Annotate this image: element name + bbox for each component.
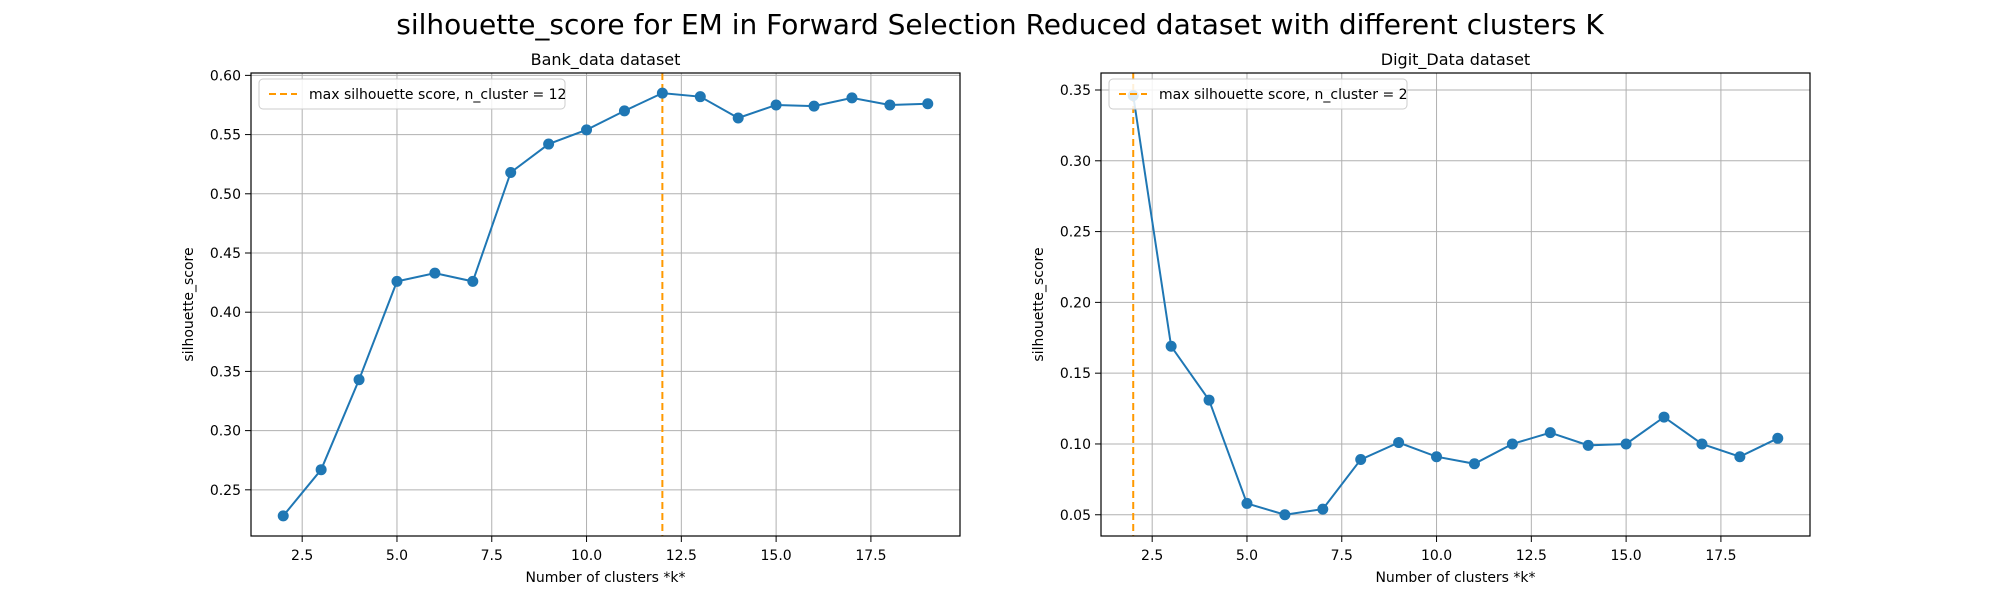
legend-label: max silhouette score, n_cluster = 2	[1159, 87, 1408, 103]
y-tick-label: 0.50	[210, 187, 241, 203]
data-point	[694, 91, 706, 103]
y-tick-label: 0.45	[210, 246, 241, 262]
data-point	[1203, 394, 1215, 406]
data-point	[1696, 438, 1708, 450]
data-point	[391, 275, 403, 287]
data-point	[808, 100, 820, 112]
y-tick-label: 0.40	[210, 305, 241, 321]
data-point	[1658, 411, 1670, 423]
x-axis-label: Number of clusters *k*	[1375, 570, 1535, 586]
data-point	[1241, 497, 1253, 509]
data-point	[846, 92, 858, 104]
y-tick-label: 0.25	[1060, 225, 1091, 241]
data-point	[277, 510, 289, 522]
x-tick-label: 12.5	[666, 548, 697, 564]
series-line	[282, 92, 928, 517]
data-point	[618, 105, 630, 117]
data-point	[1734, 451, 1746, 463]
data-point	[1544, 427, 1556, 439]
data-point	[1355, 454, 1367, 466]
y-tick-label: 0.30	[1060, 154, 1091, 170]
series-line	[1132, 95, 1779, 516]
x-tick-label: 17.5	[855, 548, 886, 564]
x-tick-label: 10.0	[1421, 548, 1452, 564]
y-tick-label: 0.30	[210, 424, 241, 440]
legend-box	[258, 78, 566, 110]
x-tick-label: 2.5	[1141, 548, 1163, 564]
data-point	[1772, 432, 1784, 444]
x-tick-label: 5.0	[386, 548, 408, 564]
x-axis-label: Number of clusters *k*	[525, 570, 685, 586]
data-point	[1317, 503, 1329, 515]
data-point	[1620, 438, 1632, 450]
y-tick-label: 0.25	[210, 483, 241, 499]
data-point	[1582, 439, 1594, 451]
y-tick-label: 0.15	[1060, 366, 1091, 382]
data-point	[467, 275, 479, 287]
data-point	[1431, 451, 1443, 463]
legend-box	[1108, 78, 1408, 110]
y-tick-label: 0.55	[210, 128, 241, 144]
x-tick-label: 7.5	[1331, 548, 1353, 564]
y-tick-label: 0.35	[210, 364, 241, 380]
data-point	[656, 87, 668, 99]
axes-title: Bank_data dataset	[531, 50, 681, 70]
data-point	[353, 374, 365, 386]
data-point	[1506, 438, 1518, 450]
y-tick-label: 0.60	[210, 68, 241, 84]
digit-data-panel: 2.5 5.0 7.5 10.0 12.5 15.0 17.5 0.05 0.10 0.15 0.2…	[1031, 50, 1811, 586]
data-point	[315, 464, 327, 476]
y-axis-label: silhouette_score	[181, 247, 197, 361]
y-tick-label: 0.05	[1060, 508, 1091, 524]
data-point	[1468, 458, 1480, 470]
data-point	[1393, 437, 1405, 449]
x-tick-label: 17.5	[1705, 548, 1736, 564]
x-tick-label: 7.5	[481, 548, 503, 564]
bank-data-panel: 2.5 5.0 7.5 10.0 12.5 15.0 17.5 0.25 0.30 0.35 0.4…	[181, 50, 961, 586]
x-tick-label: 15.0	[1611, 548, 1642, 564]
legend-label: max silhouette score, n_cluster = 12	[309, 87, 566, 103]
plot-area	[251, 73, 960, 536]
x-tick-label: 2.5	[291, 548, 313, 564]
plot-area	[1101, 73, 1810, 536]
x-tick-label: 5.0	[1236, 548, 1258, 564]
data-point	[505, 166, 517, 178]
axes-title: Digit_Data dataset	[1381, 50, 1530, 70]
x-tick-label: 10.0	[571, 548, 602, 564]
legend: max silhouette score, n_cluster = 2	[1108, 78, 1408, 110]
y-tick-label: 0.10	[1060, 437, 1091, 453]
figure-suptitle: silhouette_score for EM in Forward Selec…	[396, 8, 1604, 41]
data-point	[770, 99, 782, 111]
y-tick-label: 0.35	[1060, 83, 1091, 99]
data-point	[884, 99, 896, 111]
data-point	[581, 124, 593, 136]
x-tick-label: 12.5	[1516, 548, 1547, 564]
data-point	[922, 98, 934, 110]
data-point	[732, 112, 744, 124]
data-point	[543, 138, 555, 150]
axes-frame	[1100, 72, 1811, 537]
legend: max silhouette score, n_cluster = 12	[258, 78, 566, 110]
data-point	[429, 267, 441, 279]
x-tick-label: 15.0	[761, 548, 792, 564]
data-point	[1279, 509, 1291, 521]
axes-frame	[250, 72, 961, 537]
y-axis-label: silhouette_score	[1031, 247, 1047, 361]
data-point	[1165, 340, 1177, 352]
y-tick-label: 0.20	[1060, 295, 1091, 311]
